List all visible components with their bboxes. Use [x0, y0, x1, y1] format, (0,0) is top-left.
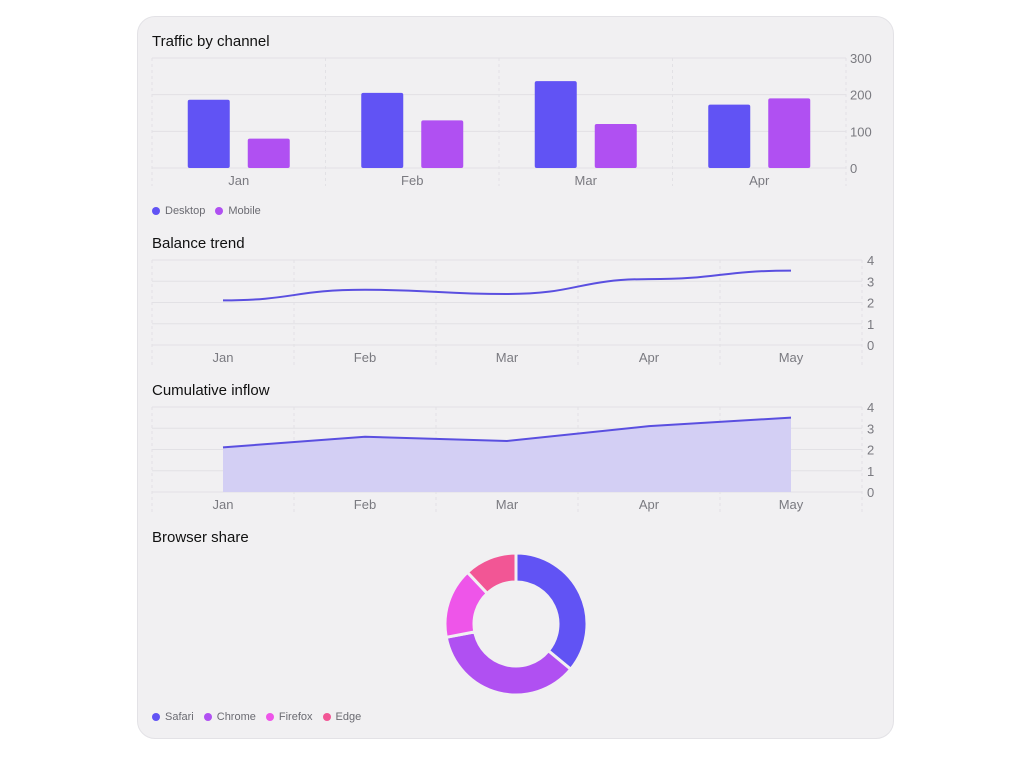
bar-xtick-3: Apr: [749, 173, 770, 188]
chart-card: [137, 16, 894, 739]
bar-xtick-0: Jan: [228, 173, 249, 188]
bar-xtick-2: Mar: [575, 173, 598, 188]
legend-item-safari: Safari: [152, 711, 194, 723]
legend-item-desktop: Desktop: [152, 205, 205, 217]
bar-xtick-1: Feb: [401, 173, 423, 188]
line-series-line: [222, 269, 792, 302]
line-xtick-0: Jan: [213, 350, 234, 365]
bar-ytick-2: 200: [850, 88, 872, 103]
area-xtick-4: May: [779, 497, 804, 512]
area-xtick-3: Apr: [639, 497, 660, 512]
legend-dot-mobile: [215, 207, 224, 215]
pie-slice-chrome: [444, 630, 573, 697]
line-ytick-4: 4: [867, 253, 874, 268]
legend-item-firefox: Firefox: [265, 711, 313, 723]
legend-label-safari: Safari: [165, 711, 194, 723]
bar-chart-title: Traffic by channel: [152, 33, 270, 50]
area-ytick-0: 0: [867, 485, 874, 500]
line-xtick-3: Apr: [639, 350, 660, 365]
legend-label-edge: Edge: [335, 711, 362, 723]
bar-mobile-mar: [594, 124, 637, 168]
line-ytick-3: 3: [867, 274, 874, 289]
legend-item-chrome: Chrome: [203, 711, 256, 723]
bar-legend: Desktop Mobile: [152, 205, 261, 217]
legend-label-desktop: Desktop: [165, 205, 206, 217]
bar-mobile-feb: [421, 120, 464, 168]
bar-desktop-apr: [708, 104, 751, 168]
area-xtick-0: Jan: [213, 497, 234, 512]
area-ytick-2: 2: [867, 443, 874, 458]
pie-legend: Safari Chrome Firefox Edge: [152, 711, 361, 723]
line-xtick-4: May: [779, 350, 804, 365]
area-ytick-4: 4: [867, 400, 874, 415]
line-ytick-0: 0: [867, 338, 874, 353]
bar-desktop-mar: [534, 81, 577, 168]
bar-desktop-jan: [187, 99, 230, 168]
pie-chart-title: Browser share: [152, 529, 249, 546]
bar-desktop-feb: [361, 92, 404, 168]
area-xtick-1: Feb: [354, 497, 376, 512]
line-xtick-2: Mar: [496, 350, 519, 365]
bar-ytick-0: 0: [850, 161, 857, 176]
area-chart-title: Cumulative inflow: [152, 382, 270, 399]
area-ytick-3: 3: [867, 421, 874, 436]
pie-slice-safari: [514, 551, 589, 672]
legend-dot-edge: [322, 713, 331, 721]
area-ytick-1: 1: [867, 464, 874, 479]
legend-dot-firefox: [265, 713, 274, 721]
legend-item-edge: Edge: [322, 711, 362, 723]
line-xtick-1: Feb: [354, 350, 376, 365]
legend-dot-desktop: [152, 207, 160, 215]
line-chart-title: Balance trend: [152, 235, 245, 252]
legend-label-mobile: Mobile: [228, 205, 261, 217]
line-ytick-2: 2: [867, 296, 874, 311]
line-ytick-1: 1: [867, 317, 874, 332]
legend-dot-chrome: [203, 713, 212, 721]
legend-dot-safari: [152, 713, 160, 721]
legend-label-chrome: Chrome: [216, 711, 256, 723]
legend-label-firefox: Firefox: [278, 711, 313, 723]
legend-item-mobile: Mobile: [215, 205, 261, 217]
bar-mobile-jan: [247, 138, 290, 168]
bar-ytick-1: 100: [850, 124, 872, 139]
bar-mobile-apr: [768, 98, 811, 168]
area-area-fill: [223, 417, 791, 492]
bar-ytick-3: 300: [850, 51, 872, 66]
area-xtick-2: Mar: [496, 497, 519, 512]
pie-slice-edge: [465, 551, 518, 596]
